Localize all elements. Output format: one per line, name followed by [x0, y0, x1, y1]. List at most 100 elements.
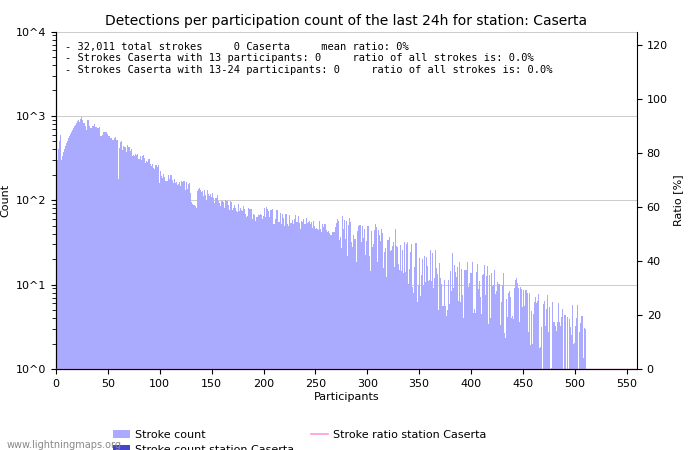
- Bar: [211, 197, 212, 450]
- Bar: [398, 264, 399, 450]
- Bar: [104, 131, 105, 450]
- Bar: [524, 306, 526, 450]
- Bar: [473, 313, 474, 450]
- Bar: [240, 208, 241, 450]
- Bar: [319, 221, 320, 450]
- Bar: [397, 247, 398, 450]
- Bar: [410, 252, 412, 450]
- Legend: Stroke count, Stroke count station Caserta, Stroke ratio station Caserta: Stroke count, Stroke count station Caser…: [108, 425, 491, 450]
- Bar: [257, 217, 258, 450]
- Bar: [253, 215, 255, 450]
- Bar: [482, 274, 483, 450]
- Bar: [407, 242, 408, 450]
- Bar: [79, 122, 81, 450]
- Bar: [189, 184, 190, 450]
- Bar: [556, 322, 558, 450]
- Bar: [485, 295, 486, 450]
- Bar: [434, 278, 435, 450]
- Bar: [550, 369, 552, 450]
- Bar: [139, 157, 141, 450]
- Bar: [309, 224, 311, 450]
- Bar: [173, 184, 174, 450]
- Bar: [592, 369, 593, 450]
- Bar: [504, 333, 505, 450]
- Bar: [340, 237, 341, 450]
- Bar: [180, 186, 181, 450]
- Bar: [187, 189, 188, 450]
- Bar: [275, 219, 276, 450]
- Bar: [283, 218, 284, 450]
- Bar: [554, 326, 556, 450]
- Bar: [440, 279, 442, 450]
- Bar: [108, 135, 109, 450]
- Bar: [393, 267, 395, 450]
- Bar: [384, 252, 386, 450]
- Bar: [584, 329, 586, 450]
- Bar: [453, 288, 454, 450]
- Bar: [626, 369, 627, 450]
- Bar: [622, 369, 623, 450]
- Bar: [177, 185, 178, 450]
- Bar: [111, 140, 113, 450]
- Bar: [519, 322, 520, 450]
- Bar: [556, 331, 557, 450]
- Bar: [531, 311, 532, 450]
- Bar: [201, 192, 202, 450]
- Bar: [363, 229, 365, 450]
- Bar: [118, 179, 119, 450]
- Bar: [123, 146, 124, 450]
- Bar: [546, 309, 547, 450]
- Bar: [89, 126, 90, 450]
- Bar: [122, 150, 123, 450]
- Bar: [260, 214, 261, 450]
- Bar: [616, 369, 617, 450]
- Text: - 32,011 total strokes     0 Caserta     mean ratio: 0%
- Strokes Caserta with 1: - 32,011 total strokes 0 Caserta mean ra…: [64, 42, 552, 75]
- Bar: [564, 315, 565, 450]
- Bar: [624, 369, 625, 450]
- Bar: [153, 168, 154, 450]
- Bar: [544, 301, 545, 450]
- Bar: [209, 196, 210, 450]
- Bar: [181, 181, 182, 450]
- Bar: [498, 284, 500, 450]
- Bar: [428, 281, 429, 450]
- Bar: [539, 347, 540, 450]
- Bar: [349, 218, 350, 450]
- Bar: [182, 181, 183, 450]
- Bar: [296, 222, 297, 450]
- Bar: [128, 148, 129, 450]
- Bar: [266, 207, 267, 450]
- Bar: [508, 293, 509, 450]
- Bar: [512, 316, 513, 450]
- Bar: [233, 208, 234, 450]
- Bar: [188, 184, 189, 450]
- Bar: [293, 224, 294, 450]
- Bar: [352, 247, 354, 450]
- Bar: [333, 233, 335, 450]
- Bar: [75, 125, 76, 450]
- Bar: [438, 310, 440, 450]
- Bar: [321, 232, 322, 450]
- Bar: [172, 180, 173, 450]
- Bar: [315, 229, 316, 450]
- Bar: [57, 149, 59, 450]
- Bar: [379, 234, 380, 450]
- Bar: [279, 213, 281, 450]
- Bar: [305, 218, 307, 450]
- Bar: [548, 333, 550, 450]
- Bar: [150, 164, 151, 450]
- Bar: [263, 216, 264, 450]
- Bar: [378, 230, 379, 450]
- Bar: [144, 158, 145, 450]
- Bar: [375, 225, 376, 450]
- Bar: [602, 369, 603, 450]
- Bar: [542, 369, 543, 450]
- Bar: [64, 149, 65, 450]
- Bar: [239, 211, 240, 450]
- Bar: [367, 226, 368, 450]
- Bar: [100, 136, 101, 450]
- Bar: [615, 369, 616, 450]
- Bar: [526, 292, 528, 450]
- Bar: [536, 303, 537, 450]
- Y-axis label: Count: Count: [0, 184, 10, 217]
